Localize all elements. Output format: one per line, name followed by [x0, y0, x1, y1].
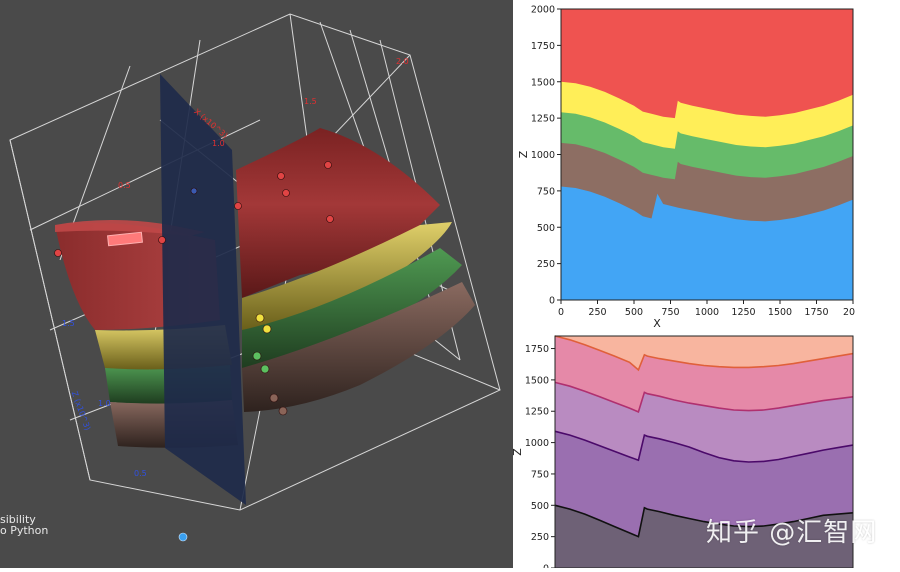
x-tick-label-0: 500	[625, 307, 643, 318]
surface-points	[54, 161, 334, 542]
y-tick-label-1: 1000	[525, 438, 549, 449]
x-tick-label-0: 250	[588, 307, 606, 318]
x-tick-b: 1.0	[212, 139, 225, 148]
layer-boundary-1-2	[554, 381, 854, 413]
y-tick-label-0: 1500	[531, 77, 555, 88]
layer-boundary-1-1	[554, 430, 854, 463]
x-tick-label-0: 1750	[804, 307, 828, 318]
x-tick-label-0: 20	[843, 307, 855, 318]
cross-section-chart-bottom: 0 250 500 750 1000 1250 1500 1750 Z	[511, 330, 900, 572]
x-tick-label-0: 750	[661, 307, 679, 318]
layer-area-0-0	[561, 186, 853, 300]
cross-section-chart-top: 0 250 500 750 1000 1250 1500 1750 2000 Z 0 250 500 75…	[513, 0, 900, 331]
z-tick-c: 0.5	[134, 469, 147, 478]
3d-scene	[9, 13, 501, 542]
fault-plane	[160, 74, 246, 505]
x-tick-label-0: 1250	[731, 307, 755, 318]
y-tick-label-0: 1750	[531, 41, 555, 52]
y-axis-label-0: Z	[517, 150, 530, 158]
y-tick-label-0: 1000	[531, 150, 555, 161]
caption-line-2: o Python	[0, 524, 49, 537]
y-tick-label-0: 250	[537, 259, 555, 270]
caption-line-1: sibility	[0, 513, 36, 526]
top-chart-svg: 0 250 500 750 1000 1250 1500 1750 2000 Z 0 250 500 75…	[517, 5, 855, 331]
x-tick-label-0: 1500	[768, 307, 792, 318]
x-tick-c: 1.5	[304, 97, 317, 106]
z-tick-a: 1.5	[62, 319, 75, 328]
brown-layer-right	[242, 282, 475, 412]
red-layer-right	[236, 128, 440, 298]
y-tick-label-0: 750	[537, 186, 555, 197]
y-tick-label-0: 0	[549, 296, 555, 307]
y-tick-label-1: 1750	[525, 344, 549, 355]
y-tick-label-1: 750	[531, 469, 549, 480]
y-tick-label-0: 2000	[531, 5, 555, 16]
y-tick-label-1: 250	[531, 532, 549, 543]
3d-geological-view[interactable]: sibility o Python X (x10^3) Z (x10^3) 0.…	[0, 0, 513, 568]
green-layer-right	[242, 248, 462, 368]
y-axis-label-1: Z	[513, 448, 524, 456]
layer-area-1-0	[555, 505, 853, 568]
x-axis-label-0: X	[653, 317, 661, 330]
z-tick-b: 1.0	[98, 399, 111, 408]
x-tick-a: 0.5	[118, 181, 131, 190]
x-tick-label-0: 1000	[695, 307, 719, 318]
watermark: 知乎 @汇智网	[706, 518, 878, 548]
y-tick-label-1: 0	[543, 564, 549, 569]
x-tick-d: 2.0	[396, 57, 409, 66]
y-tick-label-1: 1500	[525, 375, 549, 386]
y-tick-label-0: 500	[537, 223, 555, 234]
red-marker-box	[107, 231, 143, 247]
x-tick-label-0: 0	[558, 307, 564, 318]
y-tick-label-0: 1250	[531, 114, 555, 125]
y-tick-label-1: 500	[531, 501, 549, 512]
y-tick-label-1: 1250	[525, 407, 549, 418]
layer-boundary-1-3	[554, 335, 854, 372]
layer-boundary-1-0	[554, 504, 854, 538]
bottom-chart-svg: 0 250 500 750 1000 1250 1500 1750 Z	[511, 335, 854, 572]
yellow-layer-right	[242, 222, 452, 330]
